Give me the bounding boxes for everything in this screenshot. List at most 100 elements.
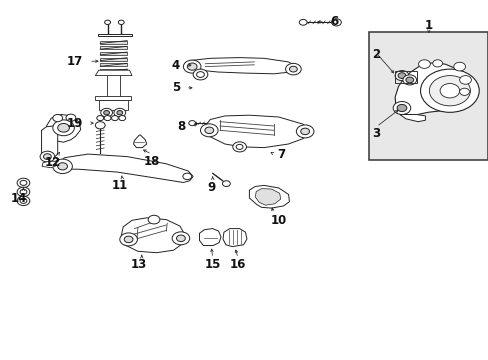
Circle shape xyxy=(20,189,27,194)
Circle shape xyxy=(104,20,110,24)
Circle shape xyxy=(236,144,243,149)
Text: 5: 5 xyxy=(171,81,180,94)
Circle shape xyxy=(299,19,306,25)
Circle shape xyxy=(204,127,213,134)
Circle shape xyxy=(397,73,405,78)
Circle shape xyxy=(124,236,133,243)
Polygon shape xyxy=(59,154,193,183)
Polygon shape xyxy=(399,114,425,122)
Polygon shape xyxy=(100,69,127,72)
Text: 1: 1 xyxy=(424,19,432,32)
Circle shape xyxy=(58,123,69,132)
Circle shape xyxy=(17,178,30,188)
Polygon shape xyxy=(199,229,221,246)
Circle shape xyxy=(183,60,201,73)
Text: 17: 17 xyxy=(67,55,83,68)
Text: 11: 11 xyxy=(111,179,128,192)
Bar xyxy=(394,71,416,83)
Circle shape xyxy=(232,142,246,152)
Circle shape xyxy=(396,104,406,112)
Circle shape xyxy=(183,173,191,180)
Circle shape xyxy=(97,116,103,121)
Polygon shape xyxy=(42,161,56,168)
Circle shape xyxy=(296,125,313,138)
Text: 16: 16 xyxy=(229,258,246,271)
Circle shape xyxy=(188,121,195,126)
Circle shape xyxy=(103,111,109,115)
Circle shape xyxy=(394,71,408,81)
Circle shape xyxy=(405,77,413,83)
Circle shape xyxy=(392,102,410,114)
Circle shape xyxy=(172,232,189,245)
Circle shape xyxy=(20,180,27,185)
Circle shape xyxy=(402,75,416,85)
Circle shape xyxy=(193,69,207,80)
Circle shape xyxy=(111,116,118,121)
Circle shape xyxy=(40,151,55,162)
Circle shape xyxy=(101,108,112,117)
Circle shape xyxy=(428,76,469,106)
Circle shape xyxy=(331,19,341,26)
Circle shape xyxy=(459,76,470,84)
Polygon shape xyxy=(46,114,81,142)
Polygon shape xyxy=(100,41,127,44)
Circle shape xyxy=(104,116,111,121)
Polygon shape xyxy=(100,63,127,66)
Text: 19: 19 xyxy=(67,117,83,130)
Text: 10: 10 xyxy=(270,214,286,227)
Circle shape xyxy=(439,84,459,98)
Polygon shape xyxy=(205,115,310,148)
Circle shape xyxy=(58,163,67,170)
Circle shape xyxy=(459,88,468,95)
Circle shape xyxy=(300,128,309,135)
Circle shape xyxy=(211,120,219,126)
Circle shape xyxy=(53,114,62,122)
Text: 2: 2 xyxy=(372,48,380,60)
Circle shape xyxy=(187,63,197,70)
Circle shape xyxy=(66,114,76,121)
Circle shape xyxy=(53,120,74,136)
Circle shape xyxy=(418,60,429,68)
Circle shape xyxy=(148,215,160,224)
Polygon shape xyxy=(95,70,132,76)
Bar xyxy=(368,32,487,160)
Text: 3: 3 xyxy=(372,127,380,140)
Text: 7: 7 xyxy=(277,148,285,161)
Polygon shape xyxy=(121,218,184,253)
Circle shape xyxy=(200,124,218,137)
Polygon shape xyxy=(249,185,289,208)
Circle shape xyxy=(53,159,72,174)
Polygon shape xyxy=(106,72,120,99)
Circle shape xyxy=(95,122,105,129)
Circle shape xyxy=(289,66,297,72)
Circle shape xyxy=(114,108,125,117)
Text: 4: 4 xyxy=(171,59,180,72)
Polygon shape xyxy=(100,52,127,55)
Circle shape xyxy=(17,187,30,197)
Polygon shape xyxy=(100,58,127,60)
Circle shape xyxy=(117,111,122,115)
Polygon shape xyxy=(394,63,468,115)
Polygon shape xyxy=(98,34,132,36)
Polygon shape xyxy=(133,135,146,148)
Circle shape xyxy=(119,116,125,121)
Circle shape xyxy=(17,196,30,206)
Circle shape xyxy=(420,69,478,112)
Text: 18: 18 xyxy=(143,155,160,168)
Circle shape xyxy=(43,154,51,159)
Polygon shape xyxy=(99,100,128,110)
Circle shape xyxy=(120,233,137,246)
Polygon shape xyxy=(95,96,131,100)
Text: 13: 13 xyxy=(130,258,147,271)
Text: 9: 9 xyxy=(207,181,215,194)
Circle shape xyxy=(176,235,185,242)
Circle shape xyxy=(118,20,124,24)
Text: 6: 6 xyxy=(330,15,338,28)
Polygon shape xyxy=(223,229,246,247)
Circle shape xyxy=(285,63,301,75)
Polygon shape xyxy=(188,58,298,74)
Circle shape xyxy=(196,72,204,77)
Circle shape xyxy=(222,181,230,186)
Text: 8: 8 xyxy=(177,120,185,132)
Text: 12: 12 xyxy=(44,156,61,168)
